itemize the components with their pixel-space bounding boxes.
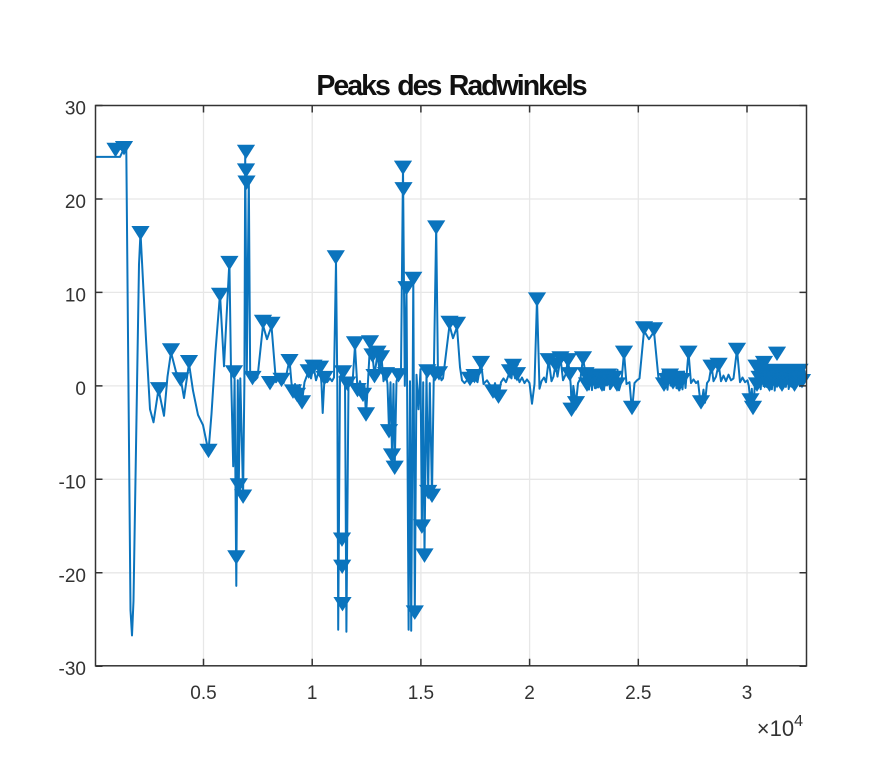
svg-text:30: 30	[65, 99, 86, 120]
svg-text:1: 1	[307, 683, 318, 704]
svg-text:Peaks des Radwinkels: Peaks des Radwinkels	[316, 70, 586, 102]
svg-text:-30: -30	[59, 659, 86, 680]
svg-text:-20: -20	[59, 566, 86, 587]
svg-text:0: 0	[75, 379, 86, 400]
svg-text:0.5: 0.5	[190, 683, 216, 704]
svg-text:-10: -10	[59, 472, 86, 493]
svg-text:3: 3	[742, 683, 753, 704]
svg-text:1.5: 1.5	[408, 683, 434, 704]
svg-text:2: 2	[524, 683, 535, 704]
svg-text:20: 20	[65, 192, 86, 213]
svg-text:2.5: 2.5	[625, 683, 651, 704]
svg-text:10: 10	[65, 285, 86, 306]
